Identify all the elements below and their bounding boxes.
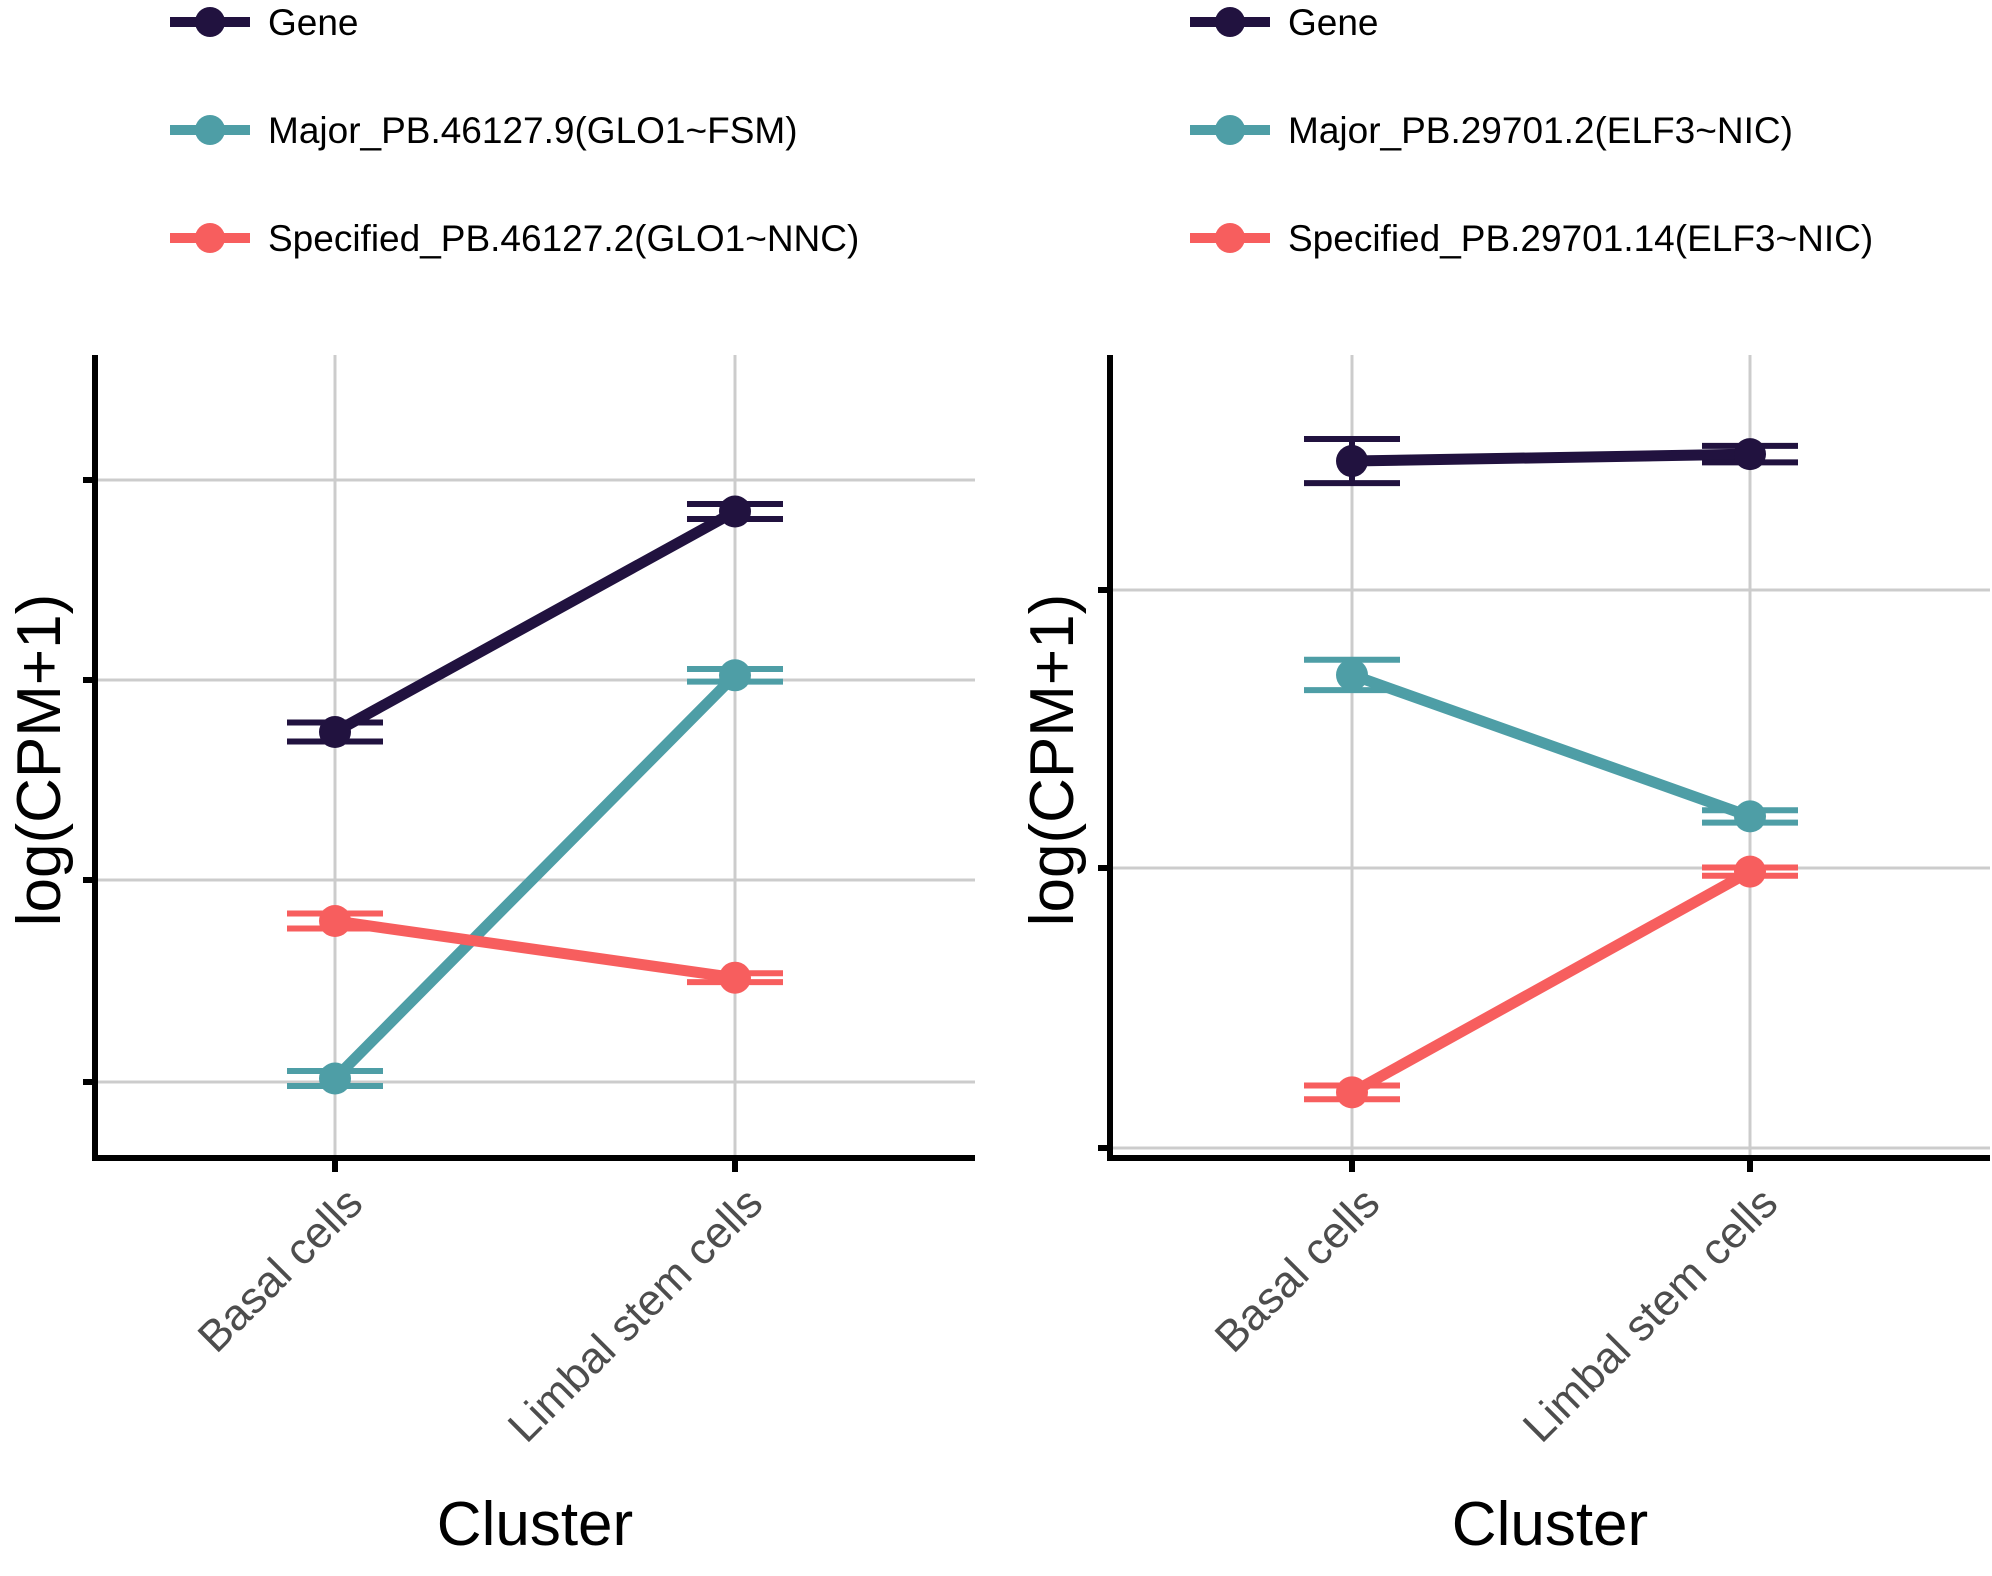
chart-panel-1: Gene Major_PB.46127.9(GLO1~FSM) Specified_… — [5, 2, 975, 1559]
legend-swatch-point — [195, 7, 225, 37]
data-point — [1336, 445, 1368, 478]
x-tick-label: Basal cells — [189, 1178, 372, 1361]
legend-swatch-point — [1215, 115, 1245, 145]
legend-label: Gene — [268, 2, 359, 43]
legend-label: Major_PB.29701.2(ELF3~NIC) — [1288, 110, 1793, 151]
series-line — [1346, 448, 1756, 467]
legend-label: Specified_PB.29701.14(ELF3~NIC) — [1288, 218, 1873, 259]
series-major — [287, 659, 783, 1095]
series-gene — [1304, 435, 1798, 487]
x-axis-title: Cluster — [437, 1490, 633, 1559]
data-point — [719, 961, 751, 994]
legend-swatch-point — [195, 223, 225, 253]
series-specified — [287, 905, 783, 994]
series-major — [1304, 656, 1798, 833]
axes: Basal cells Limbal stem cells log(CPM+1) Cl… — [5, 355, 975, 1559]
legend: Gene Major_PB.46127.9(GLO1~FSM) Specified_… — [170, 2, 859, 259]
grid — [1112, 355, 1990, 1158]
series-gene — [287, 495, 783, 748]
series-line — [329, 915, 741, 984]
y-axis-title: log(CPM+1) — [5, 594, 74, 927]
data-point — [719, 659, 751, 692]
data-point — [1734, 438, 1766, 471]
series-specified — [1304, 855, 1798, 1109]
series-line — [1346, 866, 1756, 1098]
data-point — [719, 495, 751, 528]
data-point — [1734, 800, 1766, 833]
x-tick-label: Limbal stem cells — [1514, 1178, 1787, 1451]
legend-swatch-point — [195, 115, 225, 145]
chart-panel-2: Gene Major_PB.29701.2(ELF3~NIC) Specified_… — [1018, 2, 1990, 1559]
data-point — [319, 716, 351, 748]
series-line — [329, 669, 741, 1084]
legend-label: Major_PB.46127.9(GLO1~FSM) — [268, 110, 798, 151]
x-tick-label: Basal cells — [1206, 1178, 1389, 1361]
data-point — [319, 1062, 351, 1095]
axes: Basal cells Limbal stem cells log(CPM+1) Cl… — [1018, 355, 1990, 1559]
data-point — [1336, 1076, 1368, 1109]
x-tick-label: Limbal stem cells — [499, 1178, 772, 1451]
legend: Gene Major_PB.29701.2(ELF3~NIC) Specified_… — [1190, 2, 1873, 259]
legend-swatch-point — [1215, 7, 1245, 37]
data-point — [1336, 658, 1368, 691]
legend-label: Specified_PB.46127.2(GLO1~NNC) — [268, 218, 859, 259]
series-line — [329, 506, 741, 738]
y-axis-title: log(CPM+1) — [1018, 594, 1087, 927]
grid — [97, 355, 975, 1158]
legend-label: Gene — [1288, 2, 1379, 43]
series-line — [1346, 669, 1756, 822]
legend-swatch-point — [1215, 223, 1245, 253]
data-point — [1734, 855, 1766, 888]
x-axis-title: Cluster — [1452, 1490, 1648, 1559]
data-point — [319, 905, 351, 937]
